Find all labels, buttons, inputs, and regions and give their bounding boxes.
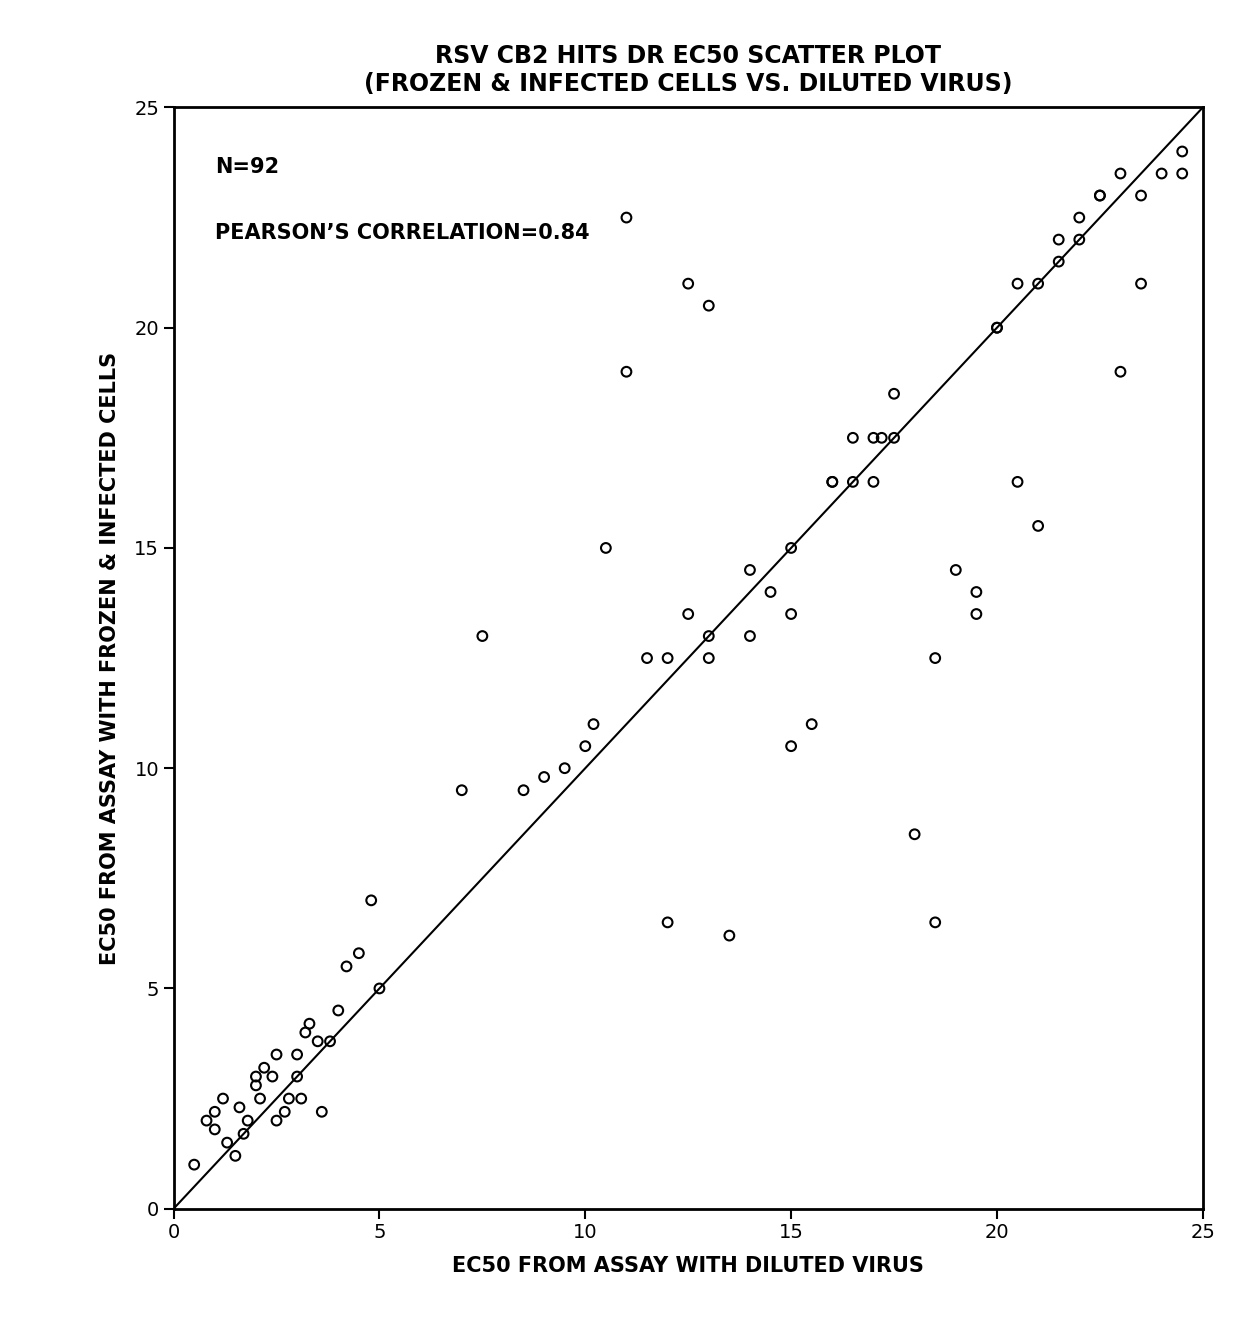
Point [233, 1123, 253, 1144]
Point [657, 647, 677, 669]
Point [719, 925, 739, 947]
Point [238, 1109, 258, 1131]
Point [1008, 273, 1028, 294]
Point [760, 582, 780, 603]
Point [946, 559, 966, 580]
Point [843, 471, 863, 493]
Point [275, 1101, 295, 1123]
Point [250, 1088, 270, 1109]
Point [295, 1022, 315, 1044]
Point [843, 427, 863, 449]
X-axis label: EC50 FROM ASSAY WITH DILUTED VIRUS: EC50 FROM ASSAY WITH DILUTED VIRUS [453, 1256, 924, 1276]
Point [229, 1097, 249, 1119]
Point [863, 471, 883, 493]
Point [584, 713, 604, 735]
Point [781, 537, 801, 559]
Text: N=92: N=92 [215, 157, 279, 177]
Point [361, 889, 381, 911]
Point [320, 1030, 340, 1052]
Point [637, 647, 657, 669]
Point [596, 537, 616, 559]
Point [1152, 163, 1172, 184]
Point [1172, 141, 1192, 163]
Point [987, 317, 1007, 338]
Point [554, 757, 574, 779]
Point [279, 1088, 299, 1109]
Point [740, 626, 760, 647]
Point [254, 1057, 274, 1078]
Point [822, 471, 842, 493]
Point [966, 603, 986, 624]
Point [1028, 516, 1048, 537]
Point [267, 1044, 286, 1065]
Point [213, 1088, 233, 1109]
Point [197, 1109, 217, 1131]
Point [575, 736, 595, 757]
Point [1069, 228, 1089, 250]
Point [863, 427, 883, 449]
Y-axis label: EC50 FROM ASSAY WITH FROZEN & INFECTED CELLS: EC50 FROM ASSAY WITH FROZEN & INFECTED C… [100, 352, 120, 964]
Point [925, 912, 945, 933]
Point [781, 736, 801, 757]
Point [513, 779, 533, 800]
Point [1090, 185, 1110, 207]
Point [1090, 185, 1110, 207]
Point [1069, 207, 1089, 228]
Point [884, 427, 904, 449]
Point [616, 361, 636, 383]
Point [678, 603, 698, 624]
Point [329, 999, 348, 1021]
Point [312, 1101, 332, 1123]
Point [802, 713, 822, 735]
Point [534, 767, 554, 788]
Point [472, 626, 492, 647]
Point [1111, 163, 1131, 184]
Title: RSV CB2 HITS DR EC50 SCATTER PLOT
(FROZEN & INFECTED CELLS VS. DILUTED VIRUS): RSV CB2 HITS DR EC50 SCATTER PLOT (FROZE… [365, 44, 1012, 95]
Point [370, 978, 389, 999]
Point [1131, 185, 1151, 207]
Point [884, 383, 904, 404]
Point [966, 582, 986, 603]
Point [699, 647, 719, 669]
Point [205, 1119, 224, 1140]
Point [226, 1146, 246, 1167]
Point [678, 273, 698, 294]
Point [1028, 273, 1048, 294]
Point [267, 1109, 286, 1131]
Point [1049, 228, 1069, 250]
Point [740, 559, 760, 580]
Point [246, 1066, 265, 1088]
Point [348, 943, 368, 964]
Point [205, 1101, 224, 1123]
Point [822, 471, 842, 493]
Point [781, 603, 801, 624]
Point [288, 1066, 308, 1088]
Point [1049, 251, 1069, 273]
Point [872, 427, 892, 449]
Point [1111, 361, 1131, 383]
Point [217, 1132, 237, 1154]
Point [699, 626, 719, 647]
Point [288, 1044, 308, 1065]
Point [291, 1088, 311, 1109]
Point [699, 295, 719, 317]
Point [1172, 163, 1192, 184]
Point [616, 207, 636, 228]
Point [987, 317, 1007, 338]
Point [308, 1030, 327, 1052]
Point [336, 956, 356, 978]
Point [1008, 471, 1028, 493]
Point [185, 1154, 205, 1175]
Point [246, 1074, 265, 1096]
Text: PEARSON’S CORRELATION=0.84: PEARSON’S CORRELATION=0.84 [215, 223, 589, 243]
Point [451, 779, 471, 800]
Point [925, 647, 945, 669]
Point [263, 1066, 283, 1088]
Point [657, 912, 677, 933]
Point [905, 823, 925, 845]
Point [1131, 273, 1151, 294]
Point [300, 1013, 320, 1034]
